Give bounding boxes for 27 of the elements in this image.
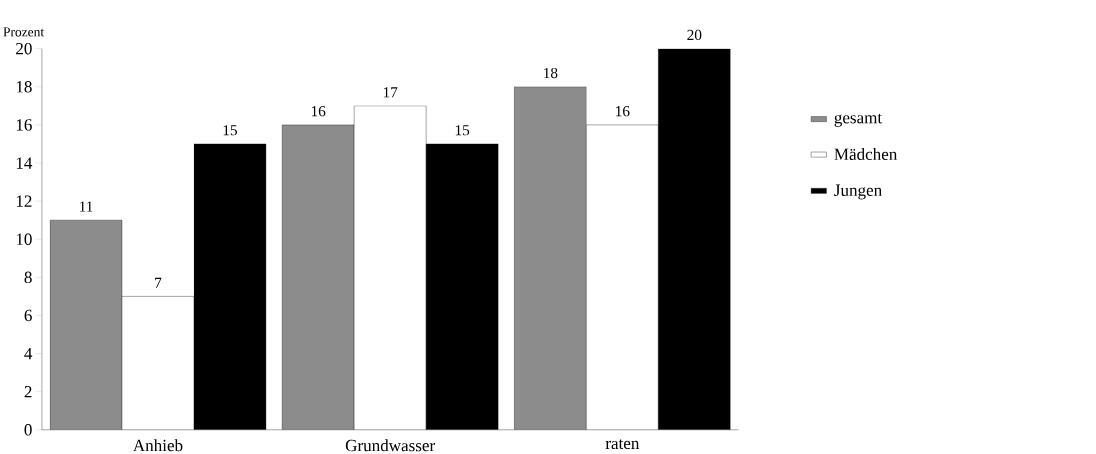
y-tick-label: 16	[16, 119, 32, 131]
x-tick-label: Grundwasser	[345, 439, 436, 452]
data-label: 7	[155, 277, 162, 288]
y-tick-label: 10	[16, 233, 32, 245]
y-tick-label: 14	[16, 157, 33, 169]
data-label: 11	[80, 201, 93, 212]
y-tick-label: 20	[16, 42, 32, 55]
legend-label: Jungen	[834, 184, 882, 200]
data-label: 16	[311, 105, 326, 117]
data-label: 20	[687, 29, 702, 40]
y-tick-label: 0	[24, 423, 32, 436]
data-label: 17	[383, 87, 398, 98]
y-tick-label: 2	[24, 385, 32, 398]
x-tick-label: Anhieb	[133, 439, 183, 452]
x-tick-label: raten	[605, 439, 640, 449]
y-tick-label: 12	[16, 195, 32, 207]
legend-label: Mädchen	[834, 147, 898, 160]
y-tick-label: 8	[24, 271, 32, 283]
legend-label: gesamt	[834, 113, 883, 127]
y-axis-title: Prozent	[3, 27, 45, 37]
y-tick-label: 4	[24, 347, 33, 360]
data-label: 16	[616, 105, 630, 117]
data-label: 15	[455, 124, 470, 136]
data-label: 15	[223, 124, 237, 136]
data-label: 18	[544, 67, 558, 79]
y-tick-label: 6	[24, 309, 32, 322]
y-tick-label: 18	[16, 80, 32, 93]
